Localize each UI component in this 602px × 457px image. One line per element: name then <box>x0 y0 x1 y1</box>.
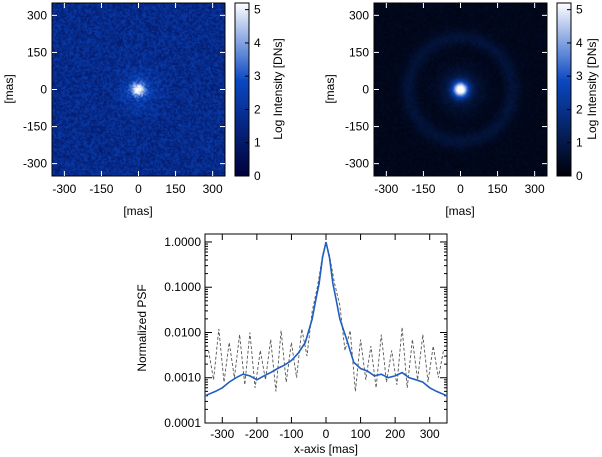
y-tick-label: -150 <box>345 120 369 134</box>
colorbar-left-label: Log Intensity [DNs] <box>271 38 285 139</box>
y-tick-label: 300 <box>27 8 47 22</box>
profile-plot-lines <box>204 241 448 397</box>
colorbar-tick-label: 1 <box>576 136 583 150</box>
colorbar-tick-label: 4 <box>254 36 261 50</box>
heatmap-right-ylabel: [mas] <box>323 74 337 103</box>
colorbar-tick-label: 0 <box>254 169 261 183</box>
x-tick-label: 0 <box>323 427 330 441</box>
x-tick-label: 300 <box>525 182 545 196</box>
x-tick-label: -300 <box>210 427 234 441</box>
heatmap-left-ylabel: [mas] <box>2 74 16 103</box>
x-tick-label: -150 <box>89 182 113 196</box>
y-tick-label: -300 <box>345 157 369 171</box>
profile-plot: -300 -200 -100 0 100 200 300 0.0001 0.0010 0.0100… <box>135 233 448 456</box>
x-tick-label: 300 <box>420 427 440 441</box>
colorbar-right-ticks: 0 1 2 3 4 5 <box>567 3 583 183</box>
x-tick-label: -150 <box>411 182 435 196</box>
x-tick-label: -300 <box>52 182 76 196</box>
x-tick-label: 200 <box>385 427 405 441</box>
x-tick-label: 150 <box>166 182 186 196</box>
colorbar-tick-label: 1 <box>254 136 261 150</box>
y-tick-label: 0 <box>362 83 369 97</box>
colorbar-left <box>235 3 249 176</box>
psf-image-noisy <box>52 3 225 176</box>
y-tick-label: -300 <box>23 157 47 171</box>
x-tick-label: 100 <box>351 427 371 441</box>
profile-line-solid <box>204 241 448 397</box>
y-tick-label: 300 <box>349 8 369 22</box>
heatmap-right-ticks: -300 -150 0 150 300 -300 -150 0 150 300 <box>345 3 547 196</box>
colorbar-tick-label: 2 <box>576 102 583 116</box>
colorbar-right-frame <box>556 2 572 177</box>
y-tick-label: 1.0000 <box>164 235 201 249</box>
x-tick-label: -200 <box>245 427 269 441</box>
heatmap-left-xlabel: [mas] <box>123 204 152 218</box>
y-tick-label: 0.1000 <box>164 280 201 294</box>
colorbar-tick-label: 4 <box>576 36 583 50</box>
x-tick-label: 0 <box>135 182 142 196</box>
heatmap-left-ticks: -300 -150 0 150 300 -300 -150 0 150 300 <box>23 3 225 196</box>
y-tick-label: 0.0001 <box>164 416 201 430</box>
y-tick-label: 0.0100 <box>164 325 201 339</box>
colorbar-tick-label: 2 <box>254 102 261 116</box>
x-tick-label: -300 <box>374 182 398 196</box>
colorbar-tick-label: 3 <box>254 69 261 83</box>
colorbar-right <box>557 3 571 176</box>
colorbar-left-ticks: 0 1 2 3 4 5 <box>245 3 261 183</box>
profile-plot-xlabel: x-axis [mas] <box>294 442 358 456</box>
colorbar-right-label: Log Intensity [DNs] <box>585 38 599 139</box>
colorbar-tick-label: 5 <box>254 3 261 17</box>
colorbar-left-frame <box>234 2 250 177</box>
y-tick-label: 0 <box>40 83 47 97</box>
heatmap-right-xlabel: [mas] <box>445 204 474 218</box>
profile-plot-ticks: -300 -200 -100 0 100 200 300 0.0001 0.0010 0.0100… <box>164 234 447 441</box>
psf-image-model <box>374 3 547 176</box>
profile-plot-frame <box>204 233 448 424</box>
y-tick-label: 150 <box>27 45 47 59</box>
x-tick-label: -100 <box>279 427 303 441</box>
x-tick-label: 150 <box>488 182 508 196</box>
colorbar-tick-label: 0 <box>576 169 583 183</box>
x-tick-label: 300 <box>203 182 223 196</box>
y-tick-label: 150 <box>349 45 369 59</box>
colorbar-tick-label: 3 <box>576 69 583 83</box>
y-tick-label: -150 <box>23 120 47 134</box>
y-tick-label: 0.0010 <box>164 371 201 385</box>
colorbar-tick-label: 5 <box>576 3 583 17</box>
x-tick-label: 0 <box>457 182 464 196</box>
profile-plot-ylabel: Normalized PSF <box>135 284 149 371</box>
